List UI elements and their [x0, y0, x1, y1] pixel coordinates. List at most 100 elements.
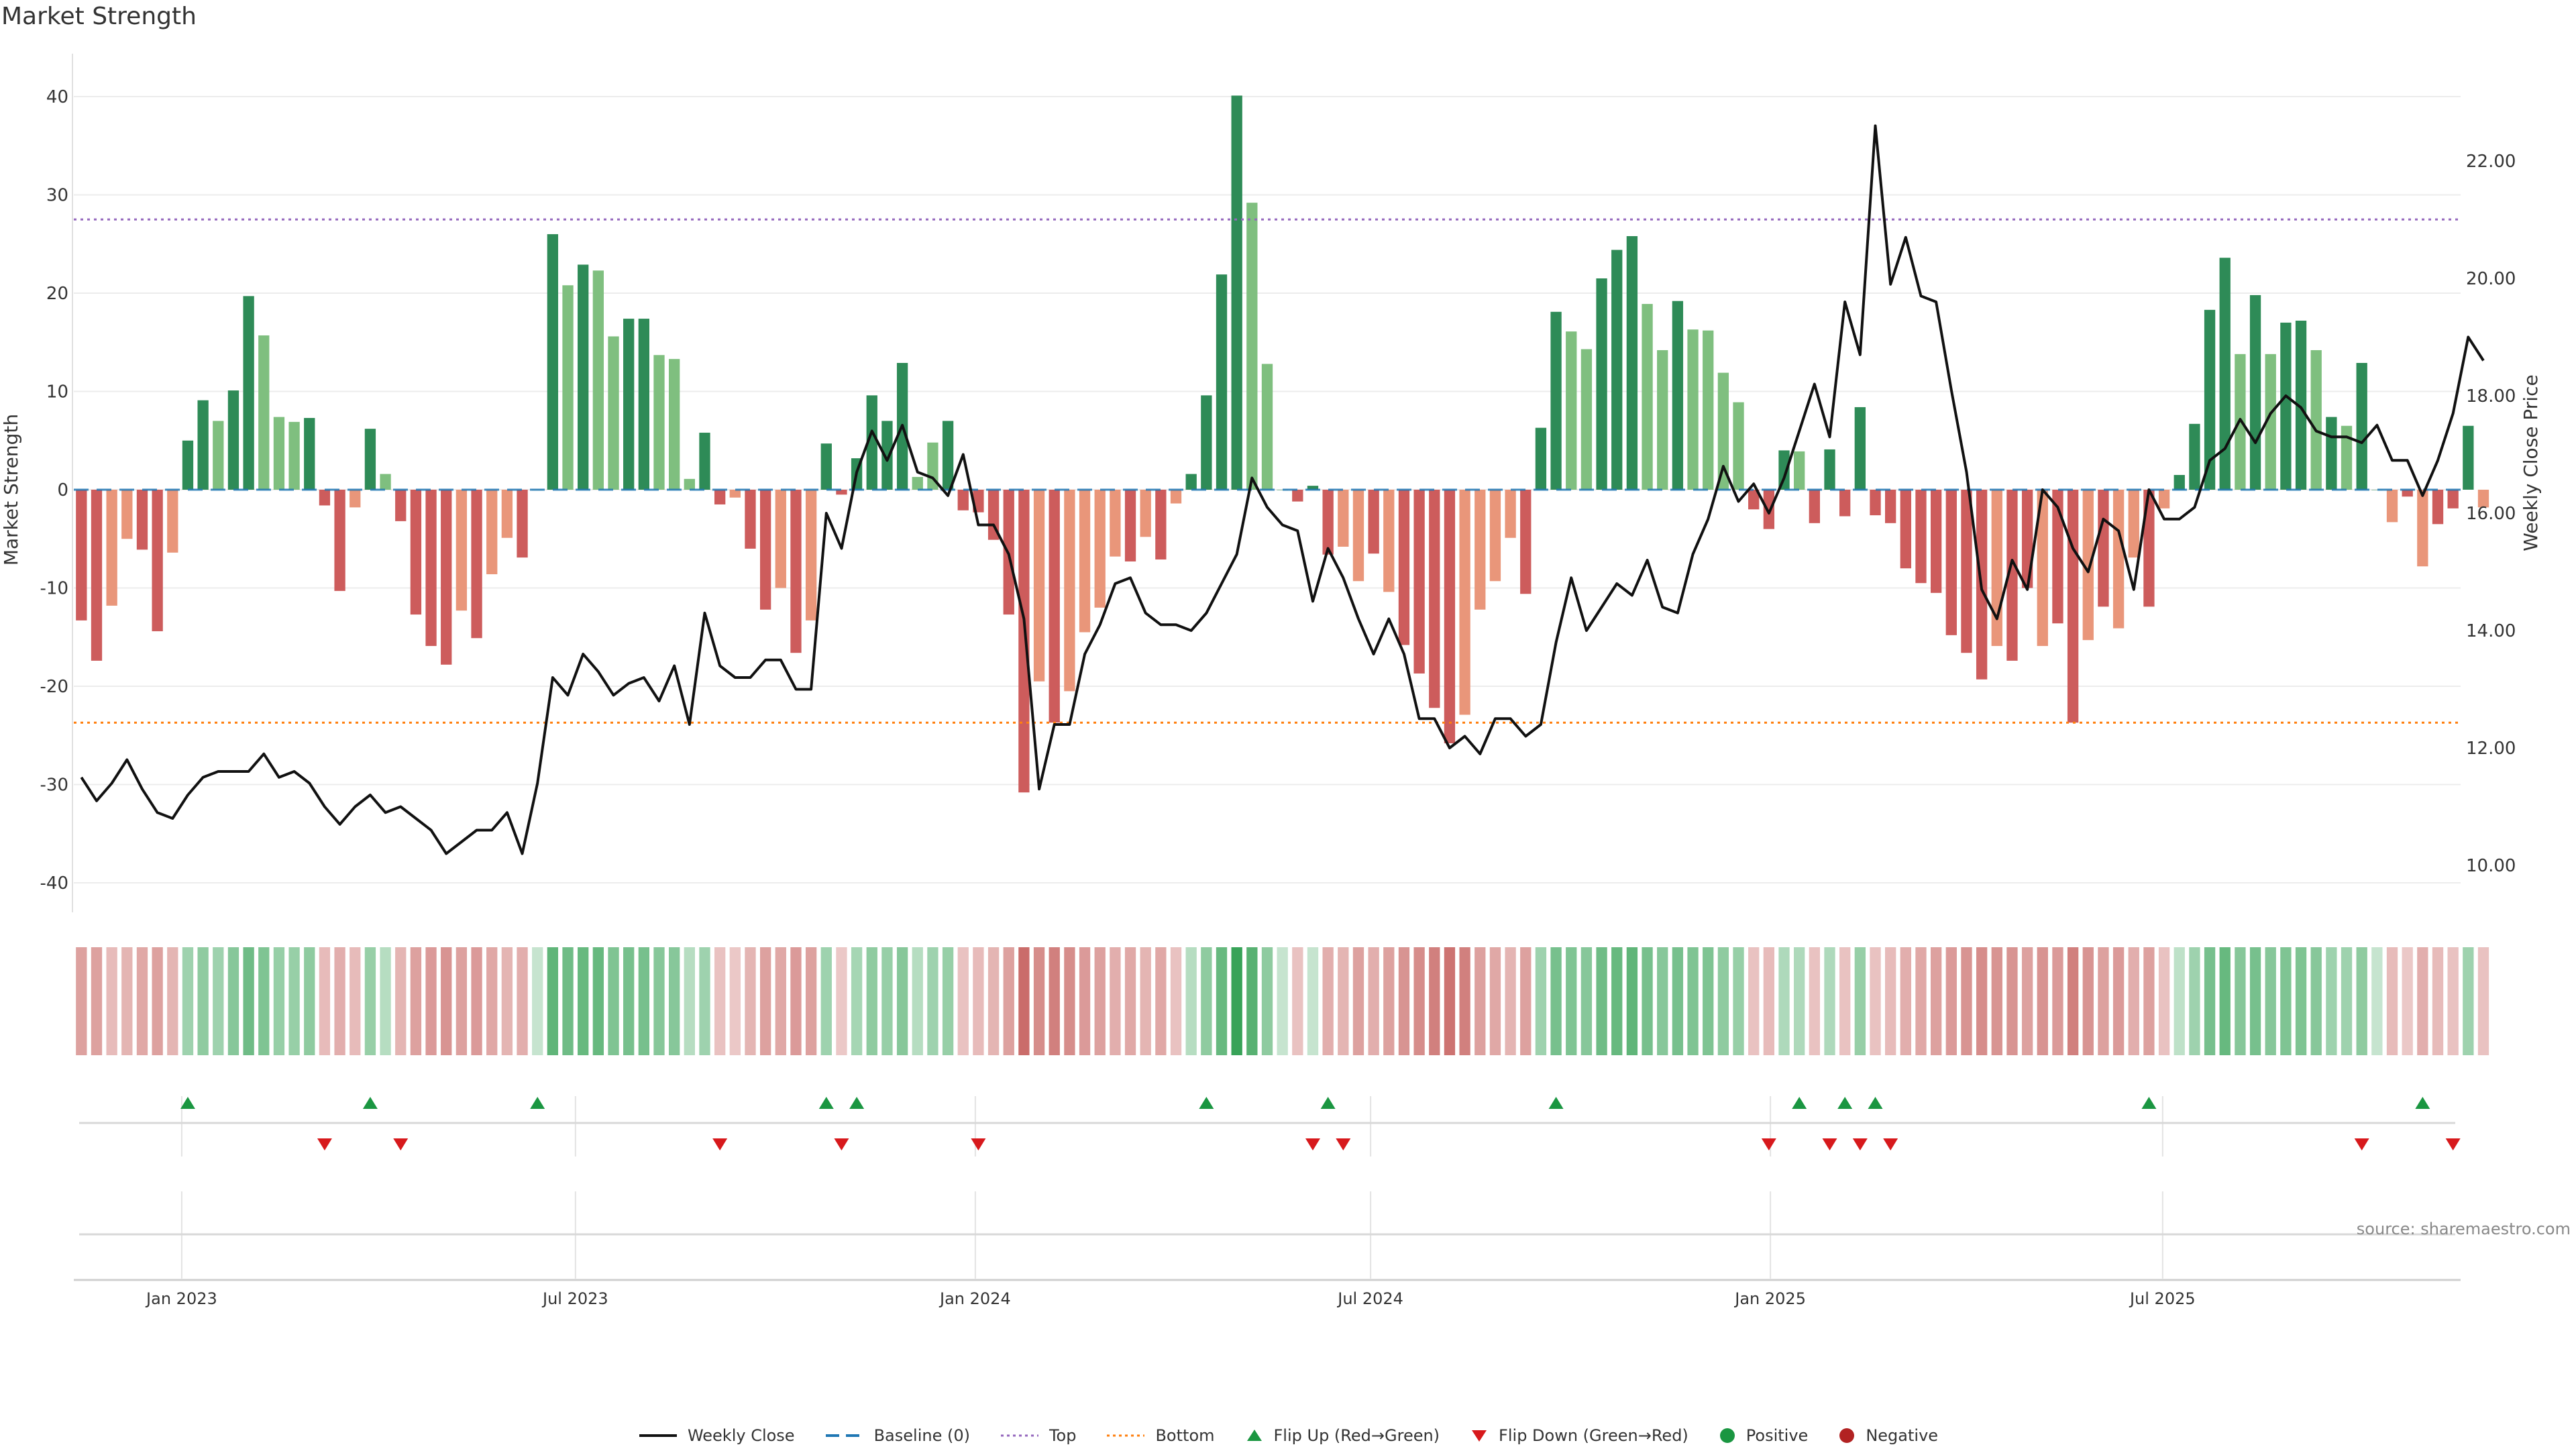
- heatmap-cell: [2249, 947, 2261, 1055]
- strength-bar: [1049, 490, 1060, 723]
- strength-bar: [1611, 250, 1623, 490]
- heatmap-cell: [2402, 947, 2413, 1055]
- heatmap-cell: [2174, 947, 2185, 1055]
- heatmap-cell: [1930, 947, 1942, 1055]
- heatmap-cell: [2463, 947, 2474, 1055]
- strength-bar: [501, 490, 513, 538]
- weekly-close-line: [80, 124, 2485, 855]
- heatmap-cell: [1961, 947, 1972, 1055]
- strength-bar: [91, 490, 103, 661]
- strength-bar: [2310, 350, 2322, 490]
- heatmap-cell: [2082, 947, 2094, 1055]
- flip-down-marker: [1822, 1138, 1837, 1150]
- strength-bar: [684, 478, 695, 490]
- strength-bar: [1945, 490, 1957, 635]
- heatmap-cell: [2143, 947, 2155, 1055]
- heatmap-cell: [2112, 947, 2125, 1055]
- strength-bar: [608, 336, 619, 490]
- heatmap-cell: [2386, 947, 2398, 1055]
- strength-bar: [866, 395, 877, 490]
- heatmap-cell: [1566, 947, 1577, 1055]
- heatmap-cell: [1611, 947, 1623, 1055]
- flip-down-marker: [1336, 1138, 1351, 1150]
- strength-bar: [2067, 490, 2079, 723]
- heatmap-cell: [501, 947, 513, 1055]
- heatmap-cell: [471, 947, 482, 1055]
- heatmap-cell: [350, 947, 361, 1055]
- strength-bar: [227, 390, 239, 490]
- heatmap-cell: [1976, 947, 1988, 1055]
- legend-label: Flip Up (Red→Green): [1273, 1426, 1440, 1445]
- flip-up-marker: [849, 1097, 865, 1109]
- strength-bar: [441, 490, 452, 665]
- strength-bar: [1079, 490, 1091, 633]
- heatmap-cell: [2341, 947, 2353, 1055]
- flip-down-marker: [317, 1138, 332, 1150]
- y-tick-label: 10: [46, 382, 68, 402]
- y-tick-label: -30: [40, 775, 68, 796]
- heatmap-cell: [669, 947, 680, 1055]
- strength-bar: [319, 490, 331, 506]
- strength-bar: [1338, 490, 1349, 547]
- strength-bar: [1292, 490, 1303, 502]
- heatmap-cell: [2128, 947, 2139, 1055]
- strength-bar: [425, 490, 437, 646]
- heatmap-cell: [547, 947, 559, 1055]
- strength-bar: [1505, 490, 1516, 538]
- y2-tick-label: 22.00: [2466, 152, 2516, 172]
- strength-bar: [1246, 203, 1258, 490]
- strength-bar: [562, 285, 574, 490]
- heatmap-cell: [578, 947, 589, 1055]
- strength-bar: [197, 400, 209, 490]
- strength-bar: [578, 264, 589, 490]
- heatmap-cell: [1657, 947, 1668, 1055]
- strength-bar: [1657, 350, 1668, 490]
- strength-bar: [1991, 490, 2002, 646]
- heatmap-cell: [775, 947, 786, 1055]
- heatmap-cell: [364, 947, 376, 1055]
- heatmap-cell: [1489, 947, 1501, 1055]
- heatmap-cell: [1079, 947, 1091, 1055]
- strength-bar: [350, 490, 361, 508]
- strength-bar: [669, 359, 680, 490]
- heatmap-cell: [1763, 947, 1775, 1055]
- strength-bar: [2295, 321, 2307, 490]
- legend-swatch-icon: [1718, 1426, 1737, 1445]
- strength-bar: [1824, 449, 1835, 490]
- source-credit: source: sharemaestro.com: [2356, 1220, 2571, 1238]
- strength-bar: [1185, 474, 1197, 490]
- strength-bar: [273, 417, 285, 490]
- strength-bar: [1626, 236, 1638, 490]
- heatmap-cell: [1703, 947, 1714, 1055]
- heatmap-cell: [1535, 947, 1547, 1055]
- strength-bar: [1596, 278, 1607, 490]
- heatmap-cell: [2310, 947, 2322, 1055]
- heatmap-cell: [1550, 947, 1562, 1055]
- heatmap-cell: [1201, 947, 1212, 1055]
- heatmap-cell: [623, 947, 635, 1055]
- strength-bar: [410, 490, 422, 615]
- strength-bar: [1322, 490, 1334, 555]
- heatmap-cell: [714, 947, 726, 1055]
- strength-bar: [1642, 304, 1653, 490]
- legend-label: Bottom: [1155, 1426, 1215, 1445]
- legend-swatch-icon: [1244, 1428, 1265, 1444]
- strength-bar: [1520, 490, 1532, 594]
- strength-bar: [2098, 490, 2109, 607]
- strength-bar: [1216, 274, 1228, 490]
- heatmap-cell: [912, 947, 923, 1055]
- strength-bar: [1703, 330, 1714, 490]
- heatmap-cell: [1246, 947, 1258, 1055]
- strength-bar: [304, 418, 315, 490]
- heatmap-cell: [425, 947, 437, 1055]
- heatmap-cell: [759, 947, 771, 1055]
- strength-bar: [1672, 301, 1684, 490]
- heatmap-cell: [136, 947, 148, 1055]
- strength-bar: [1383, 490, 1395, 592]
- heatmap-cell: [1124, 947, 1136, 1055]
- legend-item: Flip Down (Green→Red): [1469, 1426, 1688, 1445]
- strength-bar: [836, 490, 847, 495]
- strength-bar: [1566, 331, 1577, 490]
- strength-bar: [1170, 490, 1182, 504]
- flip-down-marker: [2354, 1138, 2369, 1150]
